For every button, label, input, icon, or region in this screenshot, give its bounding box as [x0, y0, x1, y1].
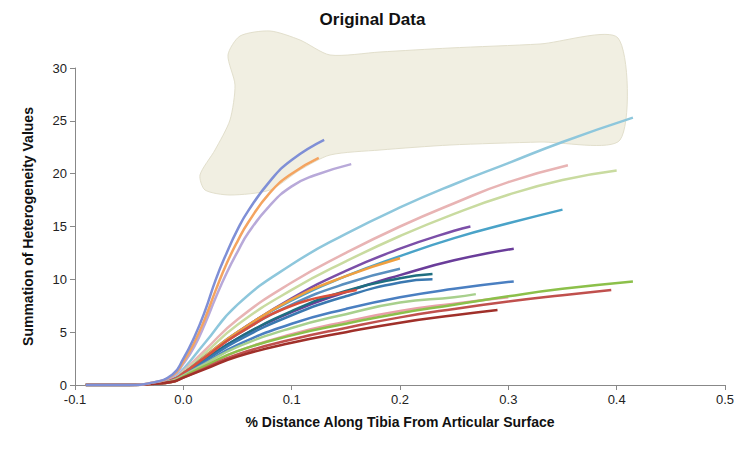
svg-text:% Distance Along Tibia From Ar: % Distance Along Tibia From Articular Su… [245, 414, 554, 430]
svg-text:Original Data: Original Data [320, 10, 426, 29]
svg-text:0.4: 0.4 [608, 392, 626, 407]
svg-text:10: 10 [53, 272, 67, 287]
svg-text:0: 0 [60, 378, 67, 393]
svg-text:Summation of Heterogeneity Val: Summation of Heterogeneity Values [20, 107, 36, 346]
svg-text:15: 15 [53, 219, 67, 234]
svg-text:25: 25 [53, 113, 67, 128]
svg-text:0.2: 0.2 [391, 392, 409, 407]
svg-text:0.5: 0.5 [716, 392, 734, 407]
svg-text:0.3: 0.3 [499, 392, 517, 407]
svg-text:0.1: 0.1 [283, 392, 301, 407]
svg-text:30: 30 [53, 61, 67, 76]
svg-text:0.0: 0.0 [174, 392, 192, 407]
svg-text:20: 20 [53, 166, 67, 181]
svg-text:-0.1: -0.1 [64, 392, 86, 407]
svg-text:5: 5 [60, 325, 67, 340]
